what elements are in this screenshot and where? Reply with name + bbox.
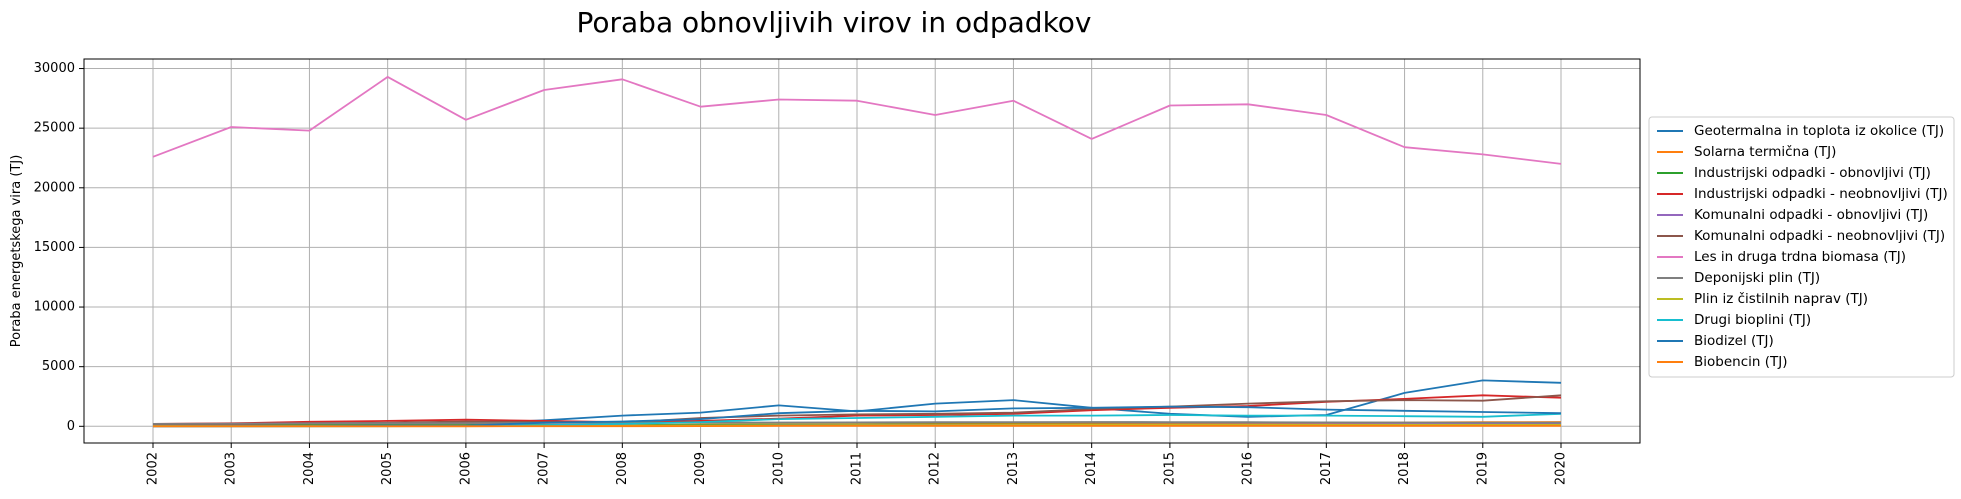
legend-label: Komunalni odpadki - neobnovljivi (TJ)	[1694, 228, 1945, 244]
x-tick-label: 2003	[224, 452, 239, 485]
legend-label: Deponijski plin (TJ)	[1694, 270, 1820, 286]
legend-label: Industrijski odpadki - neobnovljivi (TJ)	[1694, 186, 1948, 202]
x-tick-label: 2009	[693, 452, 708, 485]
y-axis-label: Poraba energetskega vira (TJ)	[9, 155, 24, 348]
legend: Geotermalna in toplota iz okolice (TJ) So…	[1648, 116, 1955, 378]
legend-label: Industrijski odpadki - obnovljivi (TJ)	[1694, 165, 1931, 181]
x-tick-label: 2019	[1475, 452, 1490, 485]
series-line-7	[152, 76, 1562, 165]
x-tick-label: 2014	[1084, 452, 1099, 485]
y-tick-label: 30000	[34, 61, 75, 76]
y-tick-label: 25000	[34, 121, 75, 136]
x-tick-label: 2020	[1554, 452, 1569, 485]
chart-title: Poraba obnovljivih virov in odpadkov	[576, 6, 1091, 39]
series-line-12	[153, 424, 1561, 428]
x-tick-label: 2015	[1162, 452, 1177, 485]
x-tick-label: 2018	[1397, 452, 1412, 485]
x-tick-label: 2012	[928, 452, 943, 485]
series-line-8	[152, 421, 1562, 425]
y-tick-label: 5000	[42, 359, 75, 374]
series-lines	[152, 76, 1562, 428]
legend-label: Komunalni odpadki - obnovljivi (TJ)	[1694, 207, 1928, 223]
x-tick-label: 2007	[537, 452, 552, 485]
x-tick-label: 2011	[850, 452, 865, 485]
x-tick-label: 2013	[1006, 452, 1021, 485]
y-tick-label: 20000	[34, 180, 75, 195]
legend-label: Geotermalna in toplota iz okolice (TJ)	[1694, 123, 1944, 139]
x-tick-label: 2010	[771, 452, 786, 485]
plot-frame	[83, 58, 1641, 444]
x-tick-label: 2006	[458, 452, 473, 485]
x-tick-label: 2005	[380, 452, 395, 485]
y-tick-label: 0	[67, 419, 75, 434]
legend-label: Plin iz čistilnih naprav (TJ)	[1694, 291, 1868, 307]
legend-label: Solarna termična (TJ)	[1694, 144, 1836, 160]
legend-box	[1648, 116, 1955, 378]
grid	[84, 59, 1640, 443]
y-tick-label: 10000	[34, 300, 75, 315]
legend-label: Drugi bioplini (TJ)	[1694, 312, 1811, 328]
axes: 2002 2003 2004 2005 2006 2007 2008 2009 2010 2011…	[34, 61, 1569, 485]
legend-label: Biodizel (TJ)	[1694, 333, 1774, 349]
x-tick-label: 2002	[146, 452, 161, 485]
legend-label: Biobencin (TJ)	[1694, 354, 1788, 370]
legend-label: Les in druga trdna biomasa (TJ)	[1694, 249, 1906, 265]
y-tick-label: 15000	[34, 240, 75, 255]
x-tick-label: 2004	[302, 452, 317, 485]
x-tick-label: 2008	[615, 452, 630, 485]
x-tick-label: 2016	[1241, 452, 1256, 485]
x-tick-label: 2017	[1319, 452, 1334, 485]
